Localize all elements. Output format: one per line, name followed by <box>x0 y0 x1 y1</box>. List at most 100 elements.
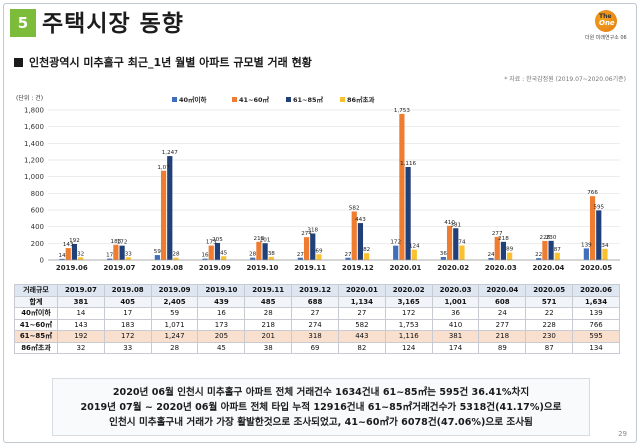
bar-value-label: 595 <box>593 204 604 210</box>
logo-caption: 더원 미래연구소 06 <box>585 35 627 41</box>
bar <box>221 256 227 260</box>
table-row-40-cell: 172 <box>384 307 433 320</box>
table-row-61-85-cell: 230 <box>525 330 574 343</box>
bar-value-label: 318 <box>307 228 318 234</box>
page-frame <box>3 3 637 443</box>
table-row-86-label: 86㎡초과 <box>14 341 58 354</box>
bar <box>364 253 370 260</box>
y-tick-label: 1,200 <box>24 157 44 165</box>
table-row-86-cell: 89 <box>478 341 527 354</box>
table-header-cell: 거래규모 <box>14 284 58 297</box>
legend-swatch <box>172 97 177 102</box>
bar <box>494 236 500 260</box>
bar-value-label: 443 <box>355 217 366 223</box>
bar-value-label: 381 <box>450 222 461 228</box>
table-row-41-60-cell: 173 <box>197 318 246 331</box>
bar-value-label: 27 <box>297 252 305 258</box>
bar <box>250 257 256 260</box>
table-row-40: 40㎡이하 14 17 59 16 28 27 27 172 36 24 22 139 <box>14 307 620 320</box>
table-row-40-cell: 139 <box>572 307 620 320</box>
legend-swatch <box>232 97 237 102</box>
table-row-61-85: 61~85㎡ 192 172 1,247 205 201 318 443 1,116 381 218… <box>14 330 620 343</box>
page-number: 29 <box>618 430 627 438</box>
bar <box>125 257 131 260</box>
bar <box>316 254 322 260</box>
x-tick-label: 2019.11 <box>294 264 326 272</box>
x-tick-label: 2019.10 <box>247 264 279 272</box>
table-header-cell: 2020.01 <box>337 284 386 297</box>
table-row-total-label: 합계 <box>14 295 58 308</box>
bar-value-label: 34 <box>601 243 609 249</box>
y-tick-label: 1,000 <box>24 173 44 181</box>
bar-value-label: 143 <box>63 242 74 248</box>
table-row-41-60-cell: 143 <box>57 318 105 331</box>
table-row-61-85-cell: 205 <box>197 330 246 343</box>
bar <box>303 237 310 260</box>
subtitle-row: 인천광역시 미추홀구 최근_1년 월별 아파트 규모별 거래 현황 <box>14 54 312 70</box>
table-header-cell: 2020.06 <box>572 284 620 297</box>
table-row-40-cell: 36 <box>431 307 480 320</box>
table-row-total-cell: 381 <box>57 295 105 308</box>
bar-value-label: 218 <box>498 236 509 242</box>
bullet-square-icon <box>14 57 23 67</box>
table-row-41-60-cell: 1,753 <box>384 318 433 331</box>
table-row-40-cell: 16 <box>197 307 246 320</box>
bar-value-label: 228 <box>540 235 551 241</box>
table-row-86-cell: 82 <box>337 341 386 354</box>
bar-value-label: 28 <box>172 252 180 258</box>
y-tick-label: 600 <box>31 207 44 215</box>
x-axis: 2019.06 2019.07 2019.08 2019.09 2019.10 2019.… <box>48 259 620 272</box>
bar <box>173 257 179 260</box>
bar-value-label: 124 <box>409 244 420 250</box>
bar <box>488 258 494 260</box>
logo-text-main: One <box>599 19 615 27</box>
x-tick-label: 2020.04 <box>533 264 565 272</box>
table-row-41-60-cell: 1,071 <box>150 318 199 331</box>
bar <box>500 241 507 260</box>
bar <box>107 258 113 260</box>
bar-value-label: 24 <box>487 252 495 258</box>
bar <box>119 245 125 260</box>
table-row-86-cell: 134 <box>572 341 620 354</box>
summary-line-1: 2020년 06월 인천시 미추홀구 아파트 전체 거래건수 1634건내 61… <box>112 386 530 398</box>
logo-emblem-icon <box>595 10 617 32</box>
table-row-total-cell: 2,405 <box>150 295 199 308</box>
table-row-total: 합계 381 405 2,405 439 485 688 1,134 3,165 1,001 608… <box>14 295 620 308</box>
bar <box>399 113 405 261</box>
bar <box>160 170 167 260</box>
table-header-cell: 2019.09 <box>150 284 199 297</box>
table-row-40-cell: 59 <box>150 307 199 320</box>
table-row-41-60-cell: 766 <box>572 318 620 331</box>
table-header-cell: 2019.07 <box>57 284 105 297</box>
table-header-cell: 2020.04 <box>478 284 527 297</box>
bar <box>256 241 262 260</box>
bar <box>411 249 417 260</box>
bar-value-label: 33 <box>125 251 133 257</box>
bar <box>393 245 399 260</box>
bar <box>214 242 221 260</box>
bar-value-label: 16 <box>201 253 209 259</box>
table-row-61-85-cell: 192 <box>57 330 105 343</box>
legend-swatch <box>286 97 291 102</box>
bar-value-label: 192 <box>69 238 80 244</box>
table-row-40-cell: 17 <box>103 307 152 320</box>
table-row-total-cell: 1,001 <box>431 295 480 308</box>
bar-value-label: 38 <box>268 251 276 257</box>
bar-value-label: 74 <box>458 240 466 246</box>
bar-value-label: 183 <box>111 239 122 245</box>
table-row-total-cell: 608 <box>478 295 527 308</box>
table-row-61-85-cell: 1,116 <box>384 330 433 343</box>
table-row-41-60-cell: 582 <box>337 318 386 331</box>
bar <box>71 244 78 260</box>
bar-value-label: 173 <box>206 240 217 246</box>
bar <box>536 258 542 260</box>
x-tick-label: 2020.02 <box>437 264 469 272</box>
bar <box>262 243 268 260</box>
source-note: * 자료 : 한국감정원 (2019.07~2020.06기준) <box>504 76 626 83</box>
legend-label: 40㎡이하 <box>179 95 207 104</box>
table-row-86-cell: 87 <box>525 341 574 354</box>
bar <box>154 255 160 260</box>
bar-value-label: 45 <box>220 250 228 256</box>
table-header-cell: 2019.12 <box>291 284 339 297</box>
